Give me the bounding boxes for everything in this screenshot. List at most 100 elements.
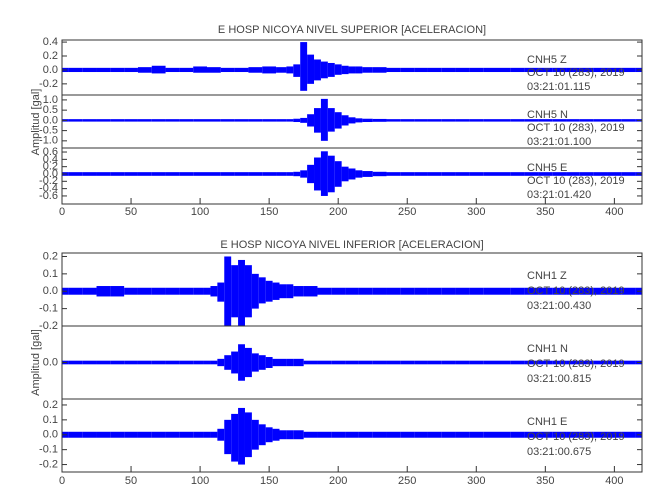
trace-segment [386, 431, 401, 438]
trace-segment [317, 360, 332, 365]
trace-segment [82, 287, 97, 295]
trace-segment [193, 431, 204, 438]
trace-segment [82, 360, 97, 365]
trace-segment [224, 419, 232, 455]
y-tick-label: 0.1 [43, 268, 58, 280]
y-tick-label: 0.0 [43, 356, 58, 368]
trace-segment [217, 358, 225, 367]
trace-annotation: 03:21:00.675 [527, 446, 591, 458]
trace-segment [279, 430, 287, 440]
trace-segment [386, 119, 401, 122]
trace-segment [497, 431, 511, 438]
y-tick-label: 0.2 [43, 250, 58, 262]
trace-segment [293, 358, 304, 367]
trace-segment [341, 166, 349, 182]
trace-segment [414, 119, 428, 122]
trace-segment [251, 353, 259, 372]
trace-segment [427, 360, 442, 365]
trace-segment [348, 117, 356, 124]
trace-segment [300, 170, 308, 178]
x-tick-label: 250 [398, 206, 416, 218]
trace-segment [193, 66, 207, 73]
trace-segment [331, 287, 346, 295]
x-tick-label: 50 [125, 206, 137, 218]
trace-segment [455, 67, 470, 73]
trace-segment [262, 119, 277, 122]
trace-segment [137, 360, 152, 365]
trace-segment [238, 344, 245, 381]
trace-segment [96, 286, 111, 297]
trace-segment [579, 67, 594, 73]
y-tick-label: -0.1 [39, 303, 58, 315]
trace-segment [441, 287, 456, 295]
trace-segment [372, 287, 387, 295]
trace-segment [151, 172, 166, 176]
trace-segment [455, 287, 470, 295]
trace-segment [552, 172, 567, 176]
y-tick-label: 0.4 [43, 153, 58, 165]
trace-segment [427, 431, 442, 438]
trace-segment [469, 172, 484, 176]
trace-segment [238, 259, 245, 326]
trace-segment [217, 428, 225, 441]
trace-segment [179, 119, 194, 122]
y-axis-label: Amplitud [gal] [30, 329, 42, 396]
trace-segment [510, 360, 525, 365]
trace-segment [455, 431, 470, 438]
trace-segment [210, 431, 218, 438]
y-tick-label: 0.0 [43, 114, 58, 126]
trace-annotation: OCT 10 (283), 2019 [527, 358, 625, 370]
y-tick-label: 0.0 [43, 168, 58, 180]
trace-segment [286, 172, 294, 176]
trace-segment [276, 67, 287, 73]
trace-segment [552, 67, 567, 73]
trace-segment [165, 287, 180, 295]
trace-segment [320, 151, 328, 196]
trace-segment [244, 412, 252, 458]
trace-segment [293, 118, 301, 123]
trace-segment [224, 355, 232, 370]
trace-segment [469, 360, 484, 365]
trace-segment [210, 360, 218, 365]
trace-segment [593, 431, 608, 438]
trace-annotation: 03:21:00.430 [527, 300, 591, 312]
trace-segment [327, 155, 335, 193]
trace-annotation: CNH5 N [527, 109, 568, 121]
trace-segment [96, 67, 111, 73]
trace-annotation: CNH1 N [527, 343, 568, 355]
trace-segment [441, 431, 456, 438]
trace-segment [110, 431, 125, 438]
trace-segment [538, 172, 553, 176]
trace-segment [345, 431, 359, 438]
trace-segment [566, 431, 580, 438]
trace-segment [220, 67, 235, 73]
y-tick-label: -0.2 [39, 78, 58, 90]
trace-segment [427, 287, 442, 295]
trace-annotation: CNH5 E [527, 162, 567, 174]
trace-segment [372, 171, 387, 177]
trace-segment [179, 287, 194, 295]
x-tick-label: 200 [329, 475, 347, 487]
y-tick-label: 0.4 [43, 36, 58, 48]
trace-segment [303, 360, 318, 365]
trace-segment [244, 347, 252, 378]
trace-segment [234, 172, 249, 176]
trace-segment [621, 287, 636, 295]
y-tick-label: -0.5 [39, 125, 58, 137]
x-tick-label: 150 [260, 206, 278, 218]
trace-segment [151, 287, 166, 295]
trace-segment [400, 119, 415, 122]
trace-segment [179, 360, 194, 365]
trace-segment [400, 67, 415, 73]
trace-annotation: CNH1 E [527, 416, 567, 428]
trace-segment [566, 360, 580, 365]
trace-segment [483, 287, 497, 295]
trace-segment [579, 431, 594, 438]
trace-segment [151, 431, 166, 438]
y-tick-label: 0.0 [43, 64, 58, 76]
trace-segment [68, 287, 83, 295]
trace-segment [314, 108, 321, 133]
trace-segment [348, 168, 356, 180]
panel-frame [61, 398, 643, 473]
trace-segment [327, 108, 335, 132]
